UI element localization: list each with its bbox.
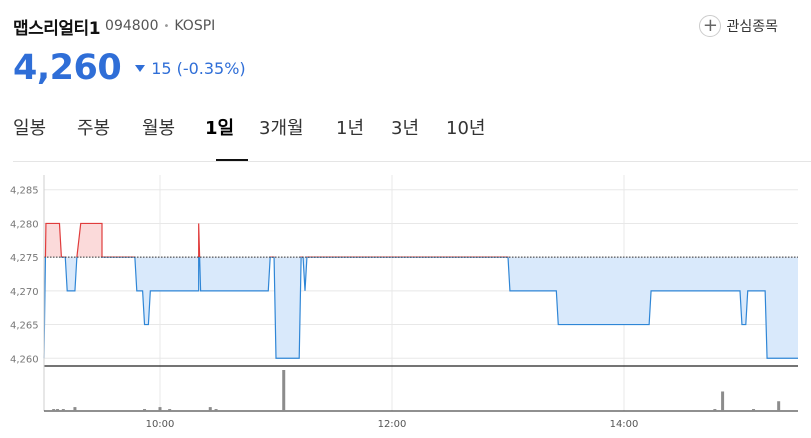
volume-bar xyxy=(282,370,286,411)
tab-daily[interactable]: 일봉 xyxy=(13,118,47,139)
price-row: 4,260 15 (-0.35%) xyxy=(13,47,246,89)
volume-bar xyxy=(752,409,756,411)
volume-bar xyxy=(158,407,162,411)
volume-bar xyxy=(143,409,147,411)
volume-bar xyxy=(61,409,65,411)
add-watchlist-button[interactable]: + 관심종목 xyxy=(699,12,778,40)
volume-bar xyxy=(208,407,212,411)
watchlist-label: 관심종목 xyxy=(726,19,778,35)
volume-bar xyxy=(73,407,77,411)
price-change: 15 xyxy=(151,58,172,78)
tab-10years[interactable]: 10년 xyxy=(446,118,486,139)
y-tick-label: 4,280 xyxy=(10,219,39,230)
volume-bar xyxy=(713,409,717,411)
tab-3months[interactable]: 3개월 xyxy=(259,118,304,139)
current-price: 4,260 xyxy=(13,48,122,88)
volume-bar xyxy=(777,401,781,411)
tab-3years[interactable]: 3년 xyxy=(391,118,420,139)
y-tick-label: 4,275 xyxy=(10,253,39,264)
volume-bar xyxy=(721,391,725,411)
volume-bar xyxy=(56,409,60,411)
tab-1year[interactable]: 1년 xyxy=(336,118,365,139)
price-line-below xyxy=(43,257,798,359)
stock-market: KOSPI xyxy=(174,18,216,34)
x-tick-label: 12:00 xyxy=(378,419,407,430)
active-tab-underline xyxy=(216,159,248,161)
separator-dot: • xyxy=(163,20,170,32)
stock-header: 맵스리얼티1 094800 • KOSPI xyxy=(13,12,215,40)
volume-bar xyxy=(52,409,56,411)
price-change-percent: (-0.35%) xyxy=(176,58,246,78)
intraday-chart: 4,285 4,280 4,275 4,270 4,265 4,260 10:00 12:00… xyxy=(10,175,798,430)
y-tick-label: 4,270 xyxy=(10,287,39,298)
tab-weekly[interactable]: 주봉 xyxy=(77,118,111,139)
stock-name: 맵스리얼티1 xyxy=(13,18,101,39)
x-tick-label: 14:00 xyxy=(610,419,639,430)
y-tick-label: 4,265 xyxy=(10,321,39,332)
volume-bar xyxy=(214,409,218,411)
plus-circle-icon: + xyxy=(699,15,722,37)
stock-code: 094800 xyxy=(105,18,159,34)
y-tick-label: 4,260 xyxy=(10,354,39,365)
x-tick-label: 10:00 xyxy=(146,419,175,430)
tab-1day[interactable]: 1일 xyxy=(205,118,235,139)
down-triangle-icon xyxy=(135,64,146,72)
area-below-reference xyxy=(44,257,798,359)
volume-bar xyxy=(168,409,172,411)
y-tick-label: 4,285 xyxy=(10,186,39,197)
tab-monthly[interactable]: 월봉 xyxy=(142,118,176,139)
header-divider xyxy=(13,161,811,162)
